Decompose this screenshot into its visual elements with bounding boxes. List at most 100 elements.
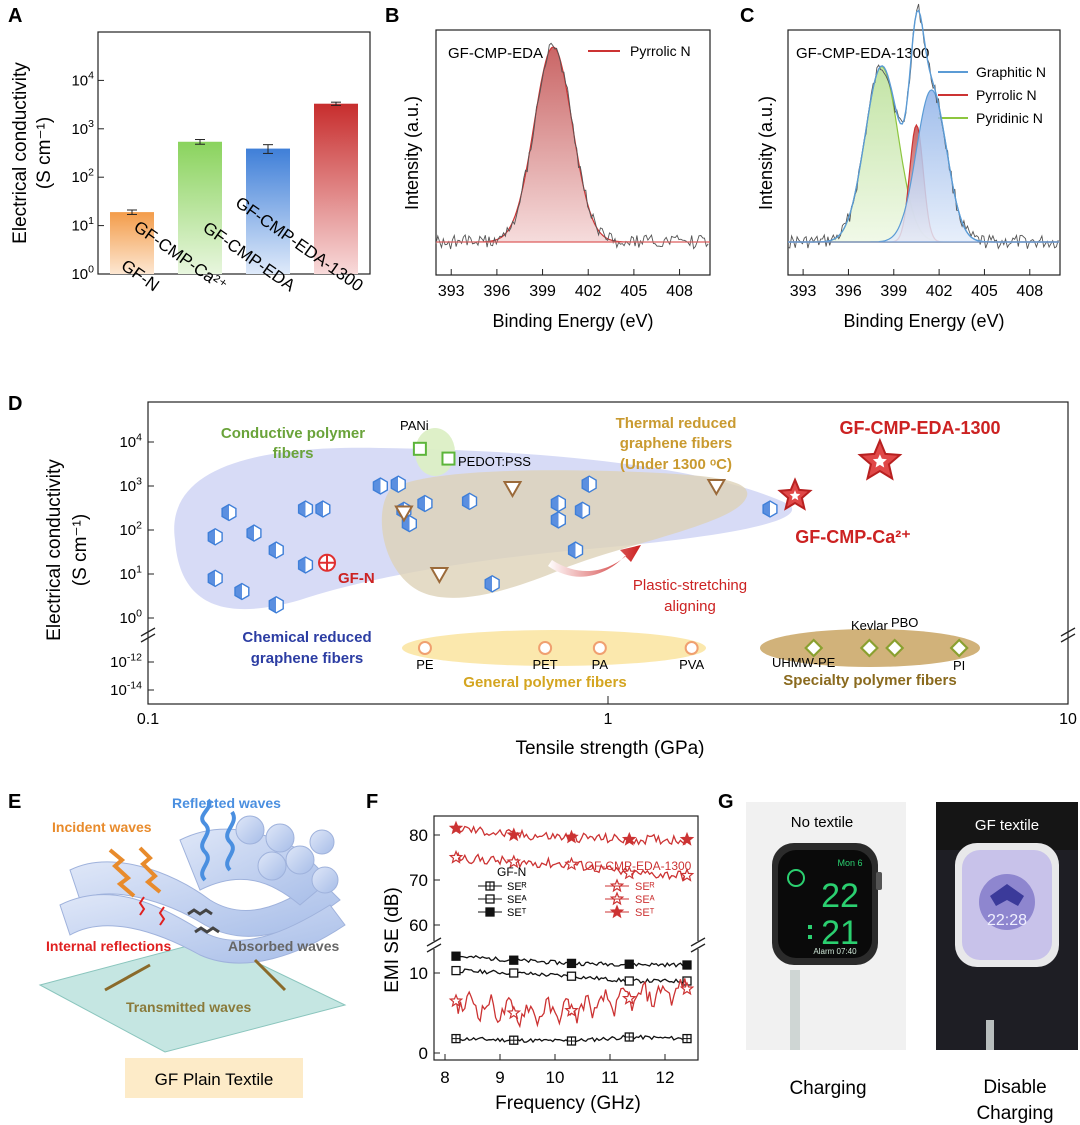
panel-b-axes [435,29,711,276]
point-general-polymer [592,641,607,655]
legend-label-left: SEᴬ [507,894,527,906]
x-tick-label: 396 [835,283,862,300]
panel-d-xlabel: Tensile strength (GPa) [515,738,704,759]
panel-c-plot [787,3,1060,250]
x-tick-label: 405 [971,283,998,300]
textile-surface [38,939,347,1053]
svg-text:aligning: aligning [664,598,716,615]
photo-no-textile: Mon 6 22 21 Alarm 07:40 No textile [746,802,906,1050]
caption-disable-charging: Charging [976,1103,1053,1124]
x-tick-label: 12 [656,1068,675,1087]
point-chemical-reduced [207,527,223,546]
panel-d-ashby-plot: PE PET PA PVA UHMW-PE Kevlar PBO PI 0.1 1 10 104 10… [44,401,1077,759]
watch1-minute: 21 [821,914,859,952]
series-marker-3 [506,1005,522,1020]
series-marker-2 [566,958,577,969]
label-gf-plain-textile: GF Plain Textile [155,1070,274,1089]
label-pedot: PEDOT:PSS [458,454,531,469]
series-marker-5 [448,820,464,835]
x-tick-label: 10 [546,1068,565,1087]
panel-label-b: B [385,5,399,27]
panel-a-ylabel: Electrical conductivity [10,62,31,244]
region-general-polymer [402,630,706,666]
series-marker-3 [679,981,695,996]
point-thermal-reduced [429,567,450,585]
legend-label-right: SEᴬ [635,894,655,906]
x-tick-label: 8 [440,1068,449,1087]
series-marker-3 [564,1002,579,1017]
panel-b-plot [435,42,710,250]
watch1-hour: 22 [821,877,859,915]
svg-text:Conductive polymer: Conductive polymer [221,425,365,442]
point-chemical-reduced [484,574,500,593]
label-specialty-polymer: Specialty polymer fibers [783,672,956,689]
panel-c-legend: Graphitic N Pyrrolic N Pyridinic N [938,64,1046,126]
panel-c-ylabel: Intensity (a.u.) [756,96,776,210]
panel-f-plot [448,820,695,1046]
label-thermal-reduced: Thermal reduced graphene fibers (Under 1… [616,415,737,473]
photo2-title: GF textile [975,817,1039,834]
point-thermal-reduced [706,479,727,497]
svg-text:fibers: fibers [273,445,314,462]
series-marker-2 [509,955,519,965]
x-tick-label: 396 [484,283,511,300]
panel-a-y-axis: 100 101 102 103 104 [71,70,104,283]
point-specialty-polymer [804,638,824,658]
svg-text:(Under 1300 ᵒC): (Under 1300 ᵒC) [620,456,732,473]
svg-text:Plastic-stretching: Plastic-stretching [633,577,747,594]
y-tick-label: 101 [119,563,142,583]
label-incident-waves: Incident waves [52,819,152,835]
x-tick-label: 1 [604,711,613,728]
point-chemical-reduced [315,500,331,518]
panel-f-break-gap [425,941,708,949]
label-general-polymer: General polymer fibers [463,674,626,691]
transmitted-arrow-right [253,958,287,992]
point-chemical-reduced [234,582,250,601]
legend-label-right: SEᵀ [635,907,655,919]
legend-label-left: SEᵀ [507,907,527,919]
panel-b-xlabel: Binding Energy (eV) [492,311,653,331]
series-marker-1 [451,965,461,976]
legend-marker-right [609,904,625,919]
label-kevlar: Kevlar [851,618,889,633]
panel-b-xps-spectrum: GF-CMP-EDA Pyrrolic N 393 396 399 402 405 408… [402,29,711,331]
point-chemical-reduced [574,501,591,520]
bar-GF-CMP-Ca²⁺ [178,141,222,274]
label-chemical-reduced: Chemical reduced graphene fibers [242,629,371,667]
caption-disable: Disable [983,1077,1046,1098]
svg-text:graphene fibers: graphene fibers [251,650,364,667]
panel-label-f: F [366,791,378,813]
panel-c-xlabel: Binding Energy (eV) [843,311,1004,331]
panel-b-legend-label: Pyrrolic N [630,43,691,59]
label-gf-cmp-ca: GF-CMP-Ca²⁺ [795,527,911,547]
label-pa: PA [592,657,609,672]
series-marker-4 [621,865,637,880]
point-chemical-reduced [207,569,223,588]
reflected-wave-arrow [200,798,236,882]
label-pet: PET [532,657,557,672]
panel-b-x-ticks: 393 396 399 402 405 408 [438,269,693,300]
label-conductive-polymer: Conductive polymer fibers [221,425,365,462]
y-tick-label: 60 [409,916,428,935]
label-absorbed-waves: Absorbed waves [228,938,339,954]
x-tick-label: 399 [880,283,907,300]
axis-break-marks [140,627,1076,643]
panel-label-c: C [740,5,754,27]
point-chemical-reduced [550,494,566,513]
label-reflected-waves: Reflected waves [172,795,281,811]
label-gf-n: GF-N [338,570,375,587]
watch1-date: Mon 6 [837,858,862,868]
series-marker-5 [621,831,637,846]
transmitted-arrow-left [104,963,151,992]
legend-title-gf1300: GF-CMP-EDA-1300 [585,859,692,873]
panel-c-axes [787,29,1061,276]
series-marker-4 [506,854,522,869]
panel-e-schematic: Incident waves Reflected waves Internal … [38,795,347,1098]
legend-marker-right [609,891,625,906]
series-marker-5 [564,829,579,844]
series-marker-5 [679,831,695,846]
series-marker-1 [566,971,577,981]
point-gf-cmp-ca-inner [789,490,801,501]
legend-label-pyridinic-n: Pyridinic N [976,110,1043,126]
